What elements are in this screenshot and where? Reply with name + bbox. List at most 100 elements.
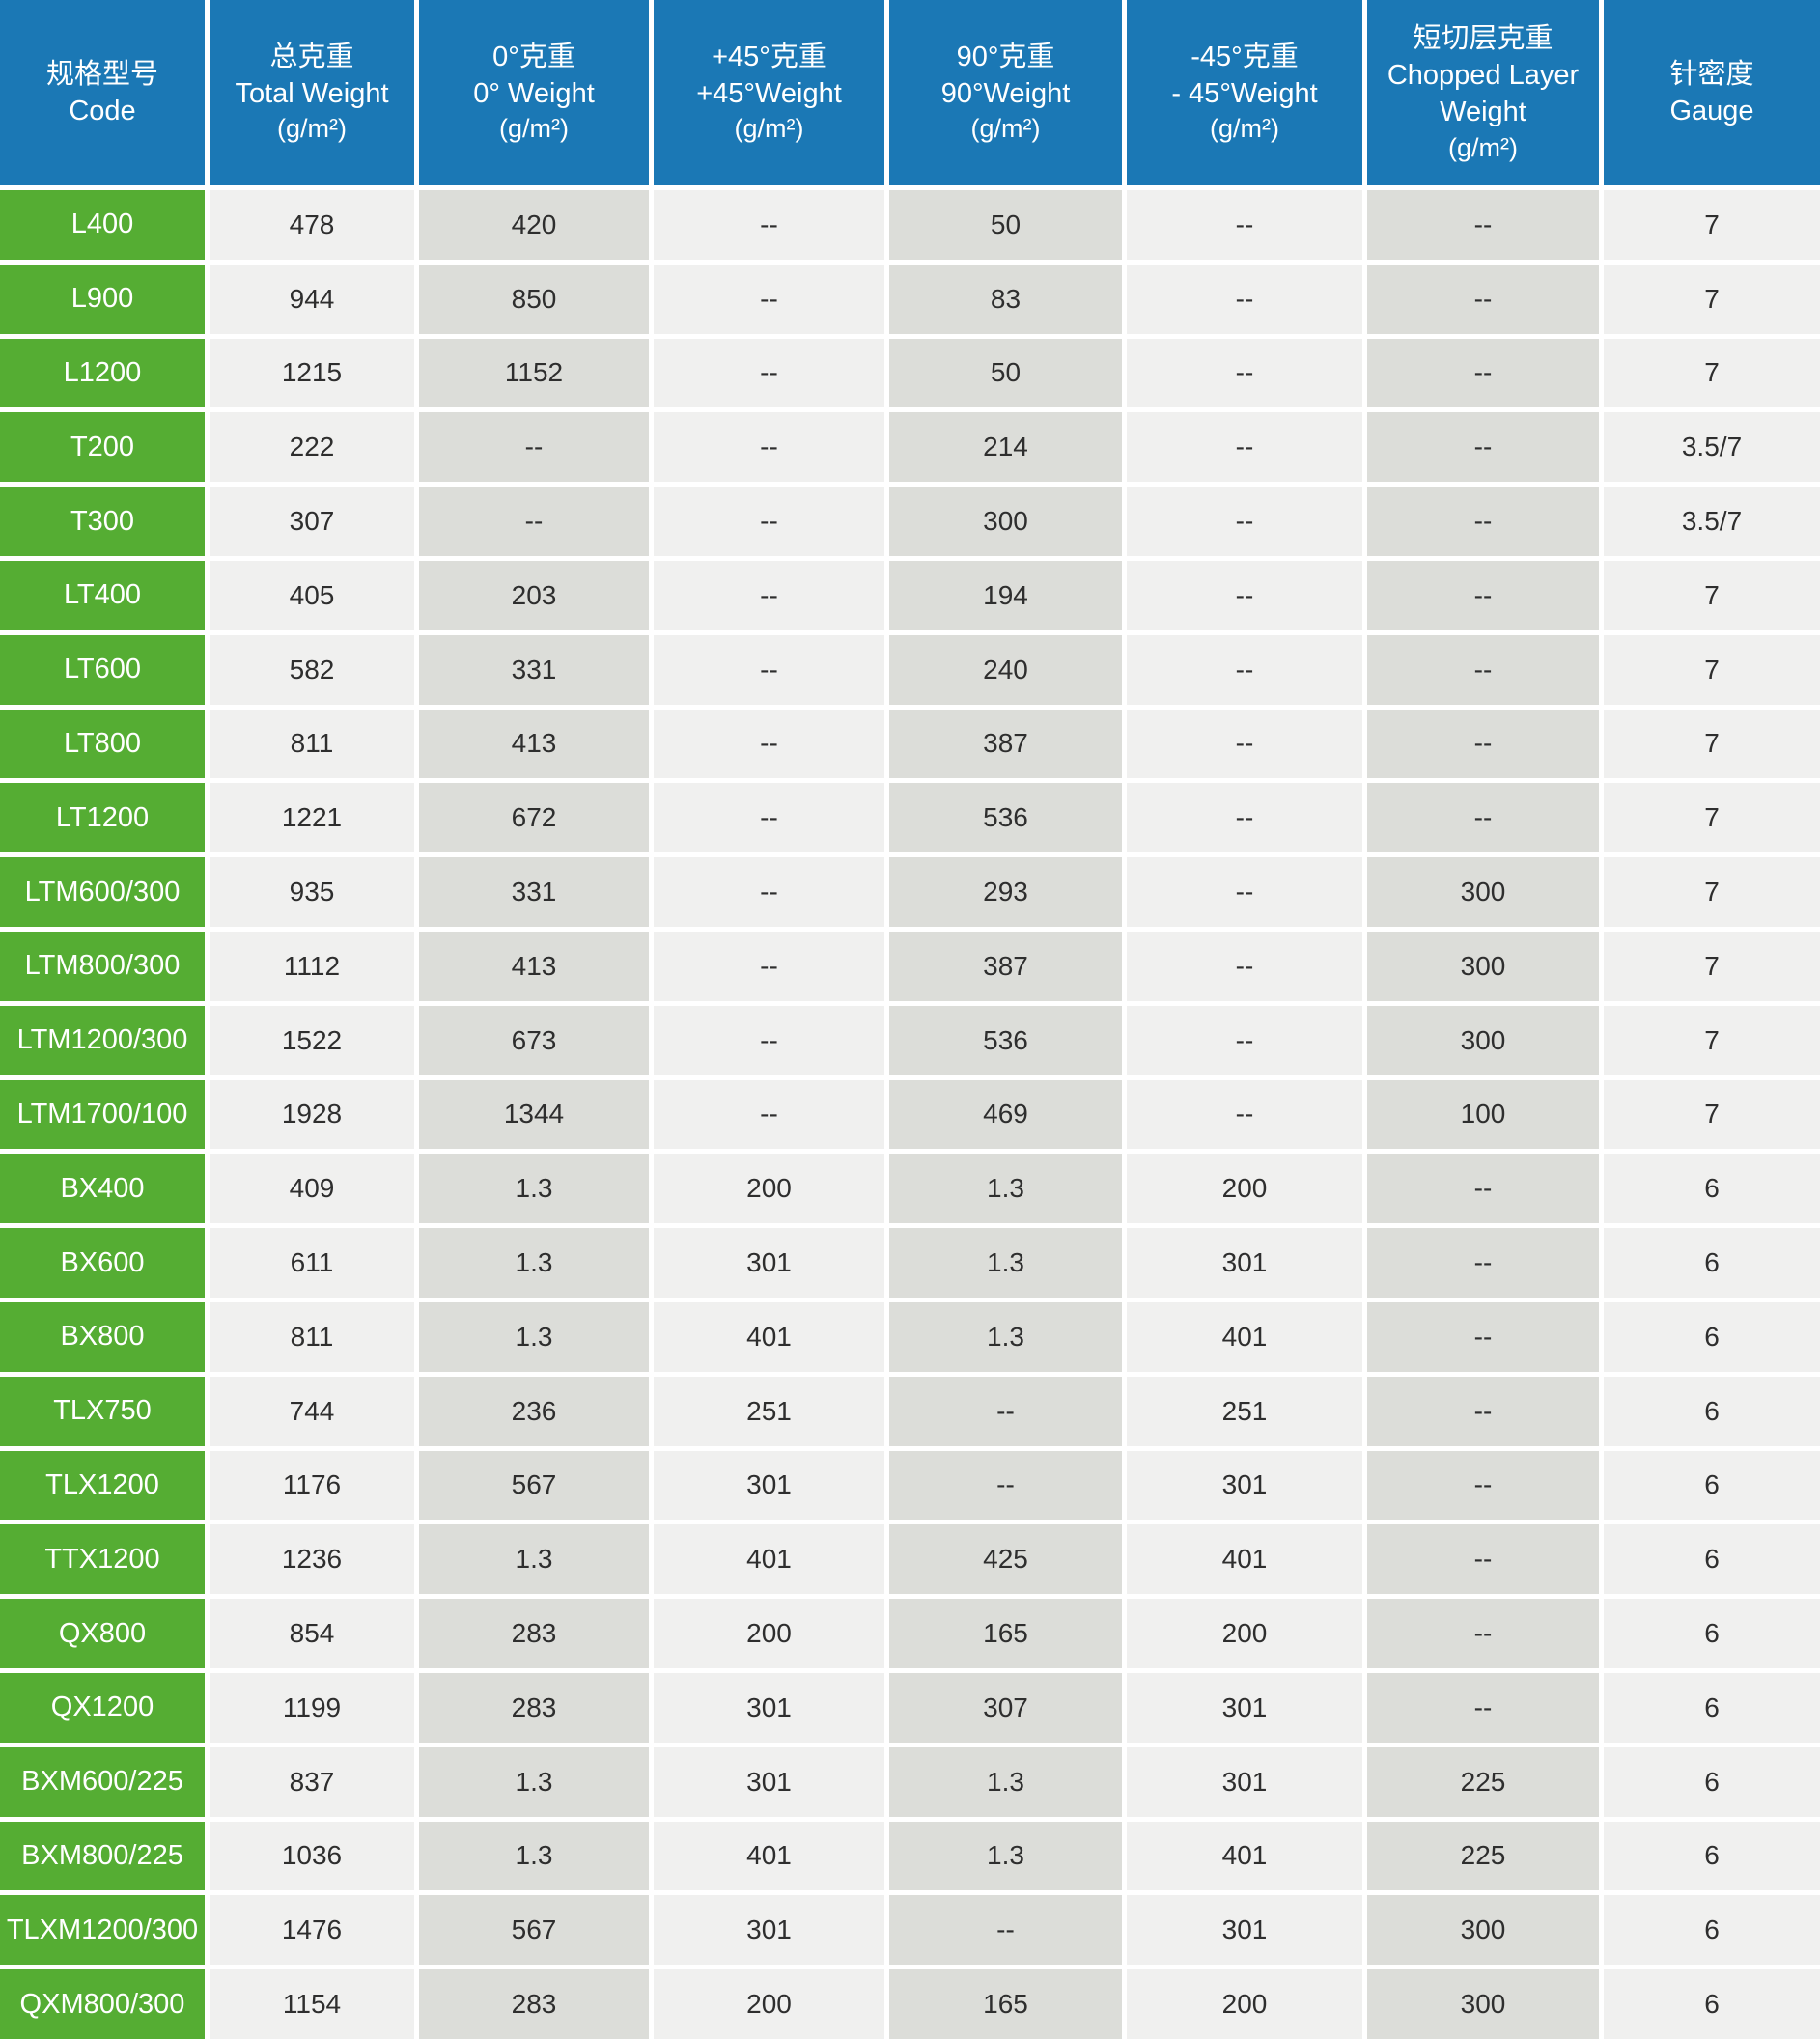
value-cell: 300 [1367, 1005, 1599, 1075]
value-cell: 837 [210, 1746, 414, 1817]
value-cell: 401 [1127, 1524, 1362, 1595]
value-cell: 165 [889, 1599, 1122, 1668]
value-cell: 240 [889, 634, 1122, 705]
value-cell: 300 [1367, 857, 1599, 927]
value-cell: -- [1127, 560, 1362, 630]
value-cell: 672 [419, 783, 649, 853]
value-cell: -- [654, 709, 884, 779]
value-cell: 387 [889, 709, 1122, 779]
value-cell: -- [1127, 1005, 1362, 1075]
header-cn-label: 90°克重 [956, 41, 1055, 72]
column-header-3: +45°克重 +45°Weight (g/m²) [654, 0, 884, 185]
value-cell: 7 [1604, 1079, 1820, 1150]
value-cell: 425 [889, 1524, 1122, 1595]
value-cell: -- [1127, 412, 1362, 483]
value-cell: 1154 [210, 1969, 414, 2039]
header-en-label: - 45°Weight [1171, 78, 1318, 110]
value-cell: 300 [1367, 1895, 1599, 1966]
value-cell: 307 [210, 487, 414, 556]
header-cn-label: 规格型号 [45, 58, 158, 90]
value-cell: 944 [210, 264, 414, 334]
value-cell: -- [1367, 1524, 1599, 1595]
header-en-label: +45°Weight [696, 78, 842, 110]
value-cell: 478 [210, 190, 414, 260]
value-cell: 251 [654, 1376, 884, 1446]
value-cell: 301 [654, 1746, 884, 1817]
value-cell: 3.5/7 [1604, 487, 1820, 556]
value-cell: 405 [210, 560, 414, 630]
column-header-4: 90°克重 90°Weight (g/m²) [889, 0, 1122, 185]
value-cell: 301 [654, 1228, 884, 1298]
value-cell: 200 [1127, 1599, 1362, 1668]
code-cell: BXM600/225 [0, 1746, 205, 1817]
value-cell: 1928 [210, 1079, 414, 1150]
value-cell: -- [1127, 1079, 1362, 1150]
value-cell: -- [1127, 190, 1362, 260]
value-cell: 582 [210, 634, 414, 705]
value-cell: 1.3 [889, 1228, 1122, 1298]
value-cell: 6 [1604, 1450, 1820, 1521]
code-cell: BX800 [0, 1301, 205, 1372]
value-cell: 1.3 [419, 1301, 649, 1372]
value-cell: 1476 [210, 1895, 414, 1966]
header-unit-label: (g/m²) [1210, 114, 1279, 144]
value-cell: -- [654, 412, 884, 483]
value-cell: -- [419, 412, 649, 483]
code-cell: T300 [0, 487, 205, 556]
value-cell: 1.3 [889, 1821, 1122, 1891]
value-cell: 6 [1604, 1376, 1820, 1446]
value-cell: 301 [1127, 1895, 1362, 1966]
value-cell: 413 [419, 931, 649, 1001]
value-cell: 611 [210, 1228, 414, 1298]
value-cell: 6 [1604, 1301, 1820, 1372]
value-cell: 567 [419, 1895, 649, 1966]
code-cell: QXM800/300 [0, 1969, 205, 2039]
value-cell: -- [654, 1079, 884, 1150]
column-header-6: 短切层克重 Chopped Layer Weight (g/m²) [1367, 0, 1599, 185]
value-cell: 1199 [210, 1672, 414, 1743]
value-cell: 50 [889, 338, 1122, 408]
value-cell: 567 [419, 1450, 649, 1521]
value-cell: -- [1127, 709, 1362, 779]
value-cell: 401 [654, 1301, 884, 1372]
value-cell: 7 [1604, 190, 1820, 260]
code-cell: LT1200 [0, 783, 205, 853]
value-cell: 7 [1604, 857, 1820, 927]
value-cell: 1152 [419, 338, 649, 408]
value-cell: 200 [654, 1969, 884, 2039]
value-cell: 536 [889, 783, 1122, 853]
value-cell: -- [1127, 264, 1362, 334]
value-cell: 1215 [210, 338, 414, 408]
code-cell: TLXM1200/300 [0, 1895, 205, 1966]
value-cell: 214 [889, 412, 1122, 483]
value-cell: 283 [419, 1599, 649, 1668]
value-cell: -- [654, 857, 884, 927]
value-cell: -- [1367, 1599, 1599, 1668]
code-cell: LTM800/300 [0, 931, 205, 1001]
value-cell: 6 [1604, 1746, 1820, 1817]
value-cell: 1.3 [889, 1746, 1122, 1817]
header-cn-label: 0°克重 [492, 41, 575, 72]
value-cell: 300 [1367, 931, 1599, 1001]
code-cell: BX600 [0, 1228, 205, 1298]
value-cell: -- [889, 1450, 1122, 1521]
value-cell: 6 [1604, 1154, 1820, 1224]
value-cell: 1221 [210, 783, 414, 853]
value-cell: 1344 [419, 1079, 649, 1150]
value-cell: -- [1127, 857, 1362, 927]
value-cell: 307 [889, 1672, 1122, 1743]
value-cell: 236 [419, 1376, 649, 1446]
value-cell: 301 [654, 1672, 884, 1743]
value-cell: 935 [210, 857, 414, 927]
value-cell: -- [654, 634, 884, 705]
value-cell: -- [654, 783, 884, 853]
value-cell: 1236 [210, 1524, 414, 1595]
value-cell: 6 [1604, 1895, 1820, 1966]
value-cell: 401 [654, 1821, 884, 1891]
header-cn-label: 针密度 [1669, 58, 1754, 90]
value-cell: 6 [1604, 1969, 1820, 2039]
code-cell: LT600 [0, 634, 205, 705]
value-cell: 200 [1127, 1154, 1362, 1224]
value-cell: -- [654, 1005, 884, 1075]
header-unit-label: (g/m²) [1448, 132, 1518, 162]
